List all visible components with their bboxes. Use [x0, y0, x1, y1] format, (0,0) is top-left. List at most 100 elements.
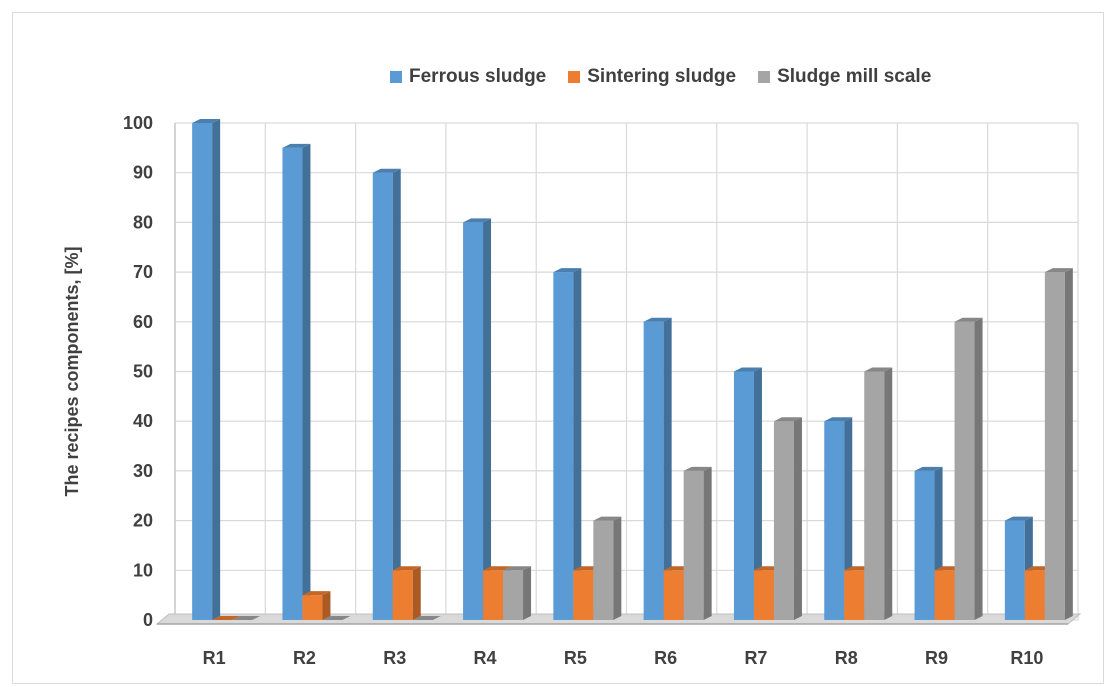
- bar-side: [613, 516, 622, 620]
- bar-side: [753, 367, 762, 620]
- bar-side: [483, 218, 492, 620]
- bar-front: [683, 470, 704, 620]
- bar-front: [192, 123, 213, 620]
- bar-side: [412, 566, 421, 620]
- bar-front: [663, 570, 684, 620]
- bar-front: [483, 570, 504, 620]
- bar-top: [954, 317, 983, 322]
- bar-top: [463, 218, 492, 223]
- bar-side: [1064, 268, 1073, 620]
- bar-side: [322, 591, 331, 620]
- bar: [643, 317, 672, 620]
- bar-side: [703, 466, 712, 620]
- bar-side: [793, 417, 802, 620]
- bar-front: [553, 272, 574, 620]
- legend-swatch-ferrous: [390, 71, 402, 83]
- bar: [954, 317, 983, 620]
- y-axis-label: The recipes components, [%]: [62, 246, 82, 496]
- bar-front: [733, 371, 754, 620]
- bar-front: [773, 421, 794, 620]
- bar-front: [372, 172, 393, 620]
- x-tick-label: R4: [474, 648, 497, 668]
- bar-front: [302, 595, 323, 620]
- bar-top: [733, 367, 762, 372]
- bar: [503, 566, 532, 620]
- y-tick-label: 0: [143, 610, 153, 630]
- x-tick-label: R3: [383, 648, 406, 668]
- bar-top: [1044, 268, 1073, 273]
- bar-side: [884, 367, 893, 620]
- bar-top: [553, 268, 582, 273]
- bar-top: [483, 566, 512, 571]
- bar: [412, 616, 441, 620]
- bars: [192, 119, 1073, 620]
- legend-swatch-mill-scale: [758, 71, 771, 83]
- bar: [733, 367, 762, 620]
- bar-front: [1024, 570, 1045, 620]
- bar-side: [212, 119, 221, 620]
- bar-top: [864, 367, 893, 372]
- bar-front: [934, 570, 955, 620]
- bar: [463, 218, 492, 620]
- y-tick-label: 40: [133, 411, 153, 431]
- bar-top: [1004, 516, 1033, 521]
- bar-side: [392, 168, 401, 620]
- bar: [212, 616, 241, 620]
- y-tick-label: 90: [133, 163, 153, 183]
- bar-top: [683, 466, 712, 471]
- x-tick-label: R7: [744, 648, 767, 668]
- bar: [322, 616, 351, 620]
- bar-top: [503, 566, 532, 571]
- bar-top: [192, 119, 221, 123]
- bar: [553, 268, 582, 620]
- legend-item-mill-scale: Sludge mill scale: [758, 66, 931, 88]
- bar-top: [302, 591, 331, 596]
- bar-side: [663, 317, 672, 620]
- y-tick-label: 30: [133, 461, 153, 481]
- bar-top: [212, 616, 241, 620]
- legend-item-ferrous: Ferrous sludge: [390, 66, 546, 88]
- x-axis-ticks: R1 R2 R3 R4 R5 R6 R7 R8 R9 R10: [203, 648, 1044, 668]
- bar-front: [954, 321, 975, 620]
- bar-side: [302, 143, 311, 620]
- bar-top: [412, 616, 441, 620]
- bar-front: [392, 570, 413, 620]
- x-tick-label: R5: [564, 648, 587, 668]
- bar-front: [824, 421, 845, 620]
- bar: [192, 119, 221, 620]
- bar-side: [974, 317, 983, 620]
- bar-front: [593, 520, 614, 620]
- bar-front: [914, 470, 935, 620]
- y-tick-label: 70: [133, 262, 153, 282]
- bar-top: [282, 143, 311, 148]
- y-tick-label: 80: [133, 212, 153, 232]
- bar: [683, 466, 712, 620]
- legend: Ferrous sludge Sintering sludge Sludge m…: [390, 66, 931, 88]
- y-tick-label: 100: [123, 113, 153, 133]
- bar: [282, 143, 311, 620]
- bar-top: [372, 168, 401, 173]
- legend-label-mill-scale: Sludge mill scale: [777, 66, 932, 87]
- y-tick-label: 60: [133, 312, 153, 332]
- bar-front: [1044, 272, 1065, 620]
- legend-item-sintering: Sintering sludge: [568, 66, 736, 88]
- x-tick-label: R10: [1010, 648, 1043, 668]
- bar-top: [824, 417, 853, 422]
- bar: [392, 566, 421, 620]
- bar: [1044, 268, 1073, 620]
- bar-front: [844, 570, 865, 620]
- bar: [372, 168, 401, 620]
- bar-front: [463, 222, 484, 620]
- y-tick-label: 50: [133, 362, 153, 382]
- x-tick-label: R8: [835, 648, 858, 668]
- bar: [773, 417, 802, 620]
- legend-label-sintering: Sintering sludge: [587, 66, 737, 87]
- y-tick-label: 20: [133, 511, 153, 531]
- bar: [232, 616, 261, 620]
- bar: [302, 591, 331, 620]
- bar-front: [282, 147, 303, 620]
- bar-front: [864, 371, 885, 620]
- bar-front: [573, 570, 594, 620]
- bar-top: [392, 566, 421, 571]
